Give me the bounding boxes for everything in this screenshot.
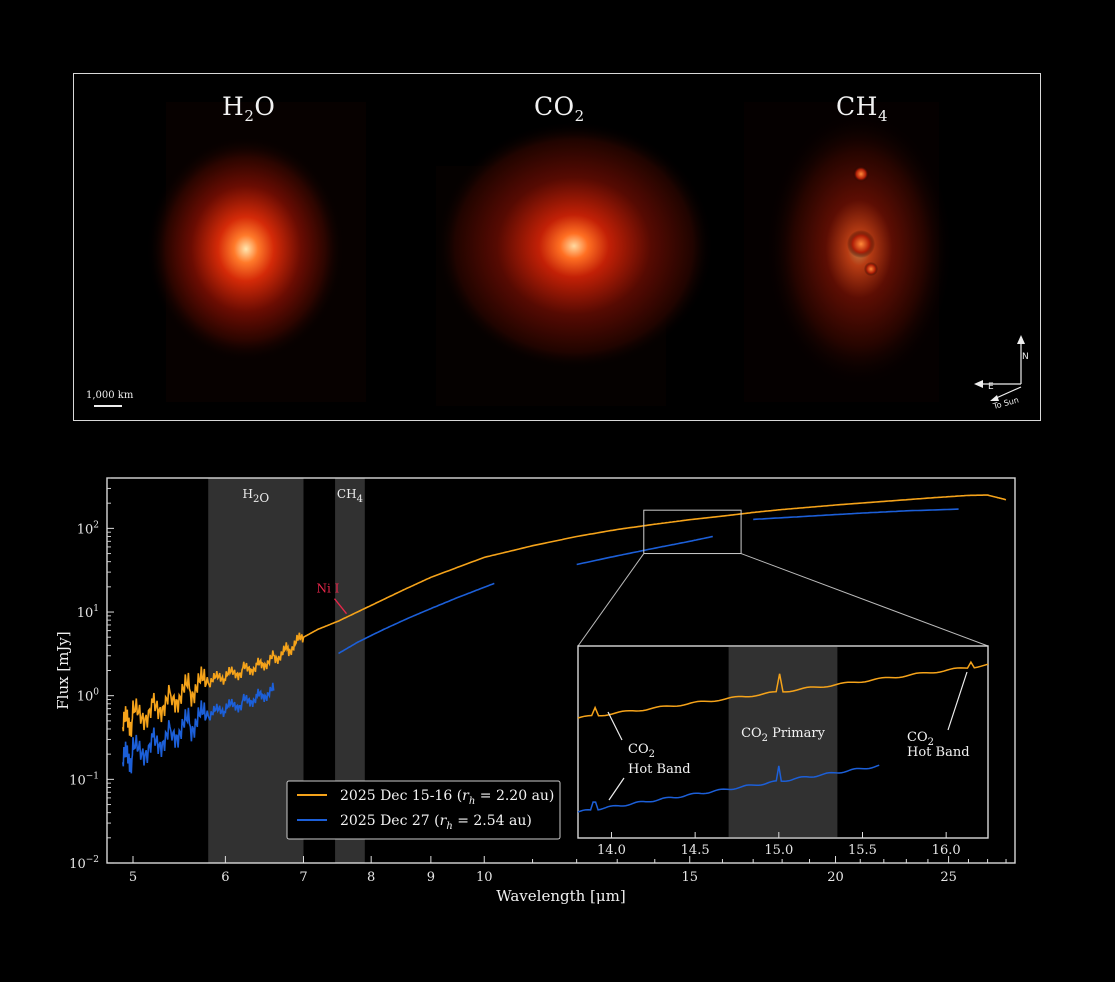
inset-band-label: CO2 Primary bbox=[741, 726, 826, 744]
legend-label-0: 2025 Dec 15-16 (rh = 2.20 au) bbox=[340, 788, 554, 807]
series-dec27-segment-1 bbox=[338, 582, 495, 655]
ch4-title: CH4 bbox=[836, 92, 888, 125]
ch4-nucleus bbox=[847, 230, 875, 258]
sun-arrow-icon bbox=[990, 395, 999, 401]
y-tick-label: 100 bbox=[77, 688, 100, 705]
east-arrow-icon bbox=[974, 380, 983, 388]
x-tick-label: 6 bbox=[221, 870, 229, 885]
x-tick-label: 5 bbox=[129, 870, 137, 885]
series-dec15-segment-0 bbox=[122, 494, 1007, 737]
coma-images bbox=[146, 102, 954, 406]
x-tick-label: 7 bbox=[299, 870, 307, 885]
h2o-title: H2O bbox=[222, 92, 276, 125]
legend-label-1: 2025 Dec 27 (rh = 2.54 au) bbox=[340, 813, 532, 832]
inset-x-tick-label: 16.0 bbox=[932, 843, 961, 858]
inset-band bbox=[728, 647, 838, 837]
y-tick-label: 10−1 bbox=[69, 771, 99, 788]
inset-x-tick-label: 15.0 bbox=[764, 843, 793, 858]
zoom-box bbox=[643, 509, 742, 555]
inset-x-tick-label: 14.5 bbox=[681, 843, 710, 858]
hot-band-arrow-right bbox=[947, 671, 968, 731]
series-dec27-segment-3 bbox=[753, 508, 959, 521]
x-tick-label: 10 bbox=[476, 870, 493, 885]
north-arrow-icon bbox=[1017, 335, 1025, 344]
zoom-connector-right bbox=[740, 553, 989, 647]
inset-x-tick-label: 15.5 bbox=[848, 843, 877, 858]
x-tick-label: 15 bbox=[681, 870, 698, 885]
y-tick-label: 101 bbox=[77, 604, 99, 621]
hot-band-label-right-2: Hot Band bbox=[907, 745, 970, 760]
imaging-panel: H2O CO2 CH4 1,000 km N E To Sun bbox=[73, 73, 1041, 421]
north-label: N bbox=[1022, 352, 1029, 362]
h2o-coma bbox=[146, 134, 346, 364]
east-label: E bbox=[988, 382, 994, 392]
scale-bar bbox=[94, 405, 122, 407]
band-label-1: CH4 bbox=[337, 487, 363, 505]
compass-rose: N E To Sun bbox=[974, 335, 1029, 409]
inset-series-dec27 bbox=[577, 764, 880, 813]
main-plot: H2O CH4 5 6 7 8 9 10 15 20 25 10−2 10−1 100 101 102 Wave… bbox=[54, 477, 1016, 905]
x-tick-label: 9 bbox=[427, 870, 435, 885]
hot-band-arrow-left-top bbox=[607, 711, 623, 741]
y-tick-label: 102 bbox=[77, 520, 99, 537]
hot-band-label-right: CO2 bbox=[907, 730, 934, 748]
ni-label: Ni I bbox=[317, 582, 340, 596]
zoom-connector-left bbox=[577, 553, 645, 647]
co2-title: CO2 bbox=[534, 92, 585, 125]
series-dec27-segment-0 bbox=[122, 682, 275, 774]
band-label-0: H2O bbox=[243, 487, 270, 505]
ni-arrow bbox=[333, 598, 348, 615]
legend: 2025 Dec 15-16 (rh = 2.20 au) 2025 Dec 27… bbox=[286, 780, 561, 840]
hot-band-label-left: CO2 bbox=[628, 742, 655, 760]
x-tick-label: 25 bbox=[940, 870, 957, 885]
y-tick-label: 10−2 bbox=[69, 855, 99, 872]
hot-band-label-left-2: Hot Band bbox=[628, 762, 691, 777]
co2-coma bbox=[434, 121, 714, 371]
ch4-knot-2 bbox=[864, 262, 878, 276]
x-tick-label: 8 bbox=[367, 870, 375, 885]
y-axis-title: Flux [mJy] bbox=[54, 631, 72, 710]
x-axis-title: Wavelength [μm] bbox=[496, 887, 625, 905]
inset-x-tick-label: 14.0 bbox=[597, 843, 626, 858]
ch4-knot-1 bbox=[853, 166, 869, 182]
legend-box bbox=[286, 780, 561, 840]
x-tick-label: 20 bbox=[827, 870, 844, 885]
inset-series-dec15 bbox=[577, 660, 989, 719]
series-dec27-segment-2 bbox=[576, 535, 713, 566]
hot-band-arrow-left-bottom bbox=[608, 777, 625, 801]
scale-bar-label: 1,000 km bbox=[86, 390, 134, 401]
